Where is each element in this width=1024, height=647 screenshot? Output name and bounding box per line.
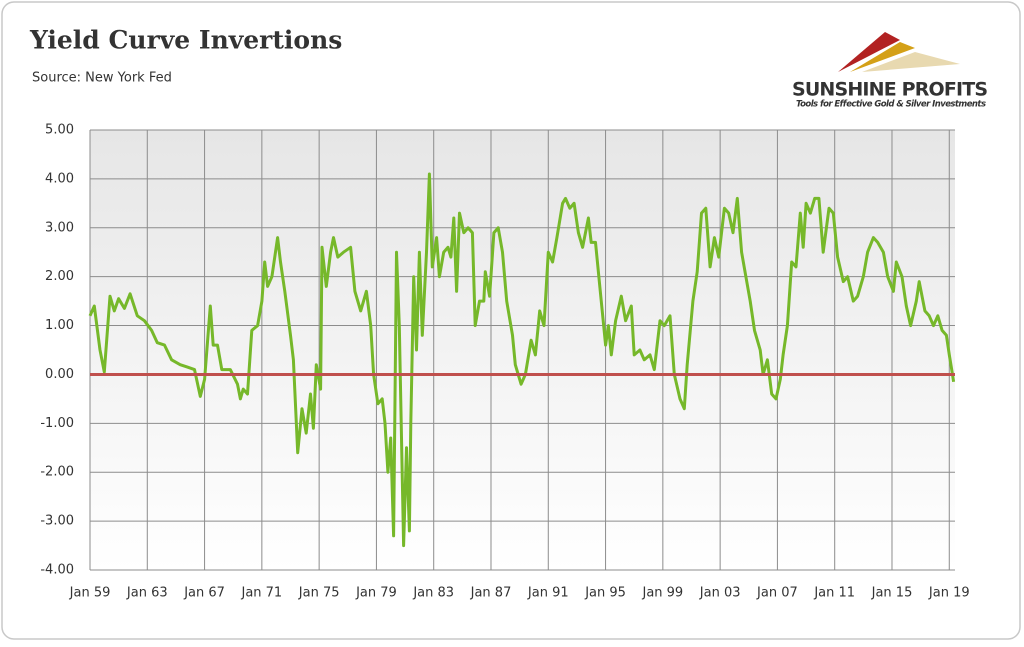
plot-area (90, 130, 955, 570)
y-tick-label: 3.00 (45, 220, 74, 235)
y-tick-label: 2.00 (45, 269, 74, 284)
logo-name: SUNSHINE PROFITS (792, 79, 988, 101)
x-tick-label: Jan 11 (813, 586, 855, 601)
y-tick-label: -2.00 (40, 465, 74, 480)
logo: SUNSHINE PROFITS Tools for Effective Gol… (792, 32, 988, 110)
y-tick-label: -4.00 (40, 563, 74, 578)
x-tick-label: Jan 99 (641, 586, 683, 601)
logo-mark (838, 32, 900, 72)
x-tick-label: Jan 75 (298, 586, 340, 601)
x-tick-label: Jan 71 (240, 586, 282, 601)
x-tick-label: Jan 87 (470, 586, 512, 601)
x-tick-label: Jan 95 (584, 586, 626, 601)
logo-tagline: Tools for Effective Gold & Silver Invest… (796, 100, 986, 110)
logo-mark (850, 42, 915, 72)
y-tick-label: 4.00 (45, 171, 74, 186)
x-tick-label: Jan 79 (355, 586, 397, 601)
line-series (88, 172, 956, 548)
y-tick-label: -3.00 (40, 514, 74, 529)
x-tick-label: Jan 59 (69, 586, 111, 601)
x-tick-label: Jan 63 (126, 586, 168, 601)
x-tick-label: Jan 91 (527, 586, 569, 601)
y-tick-label: -1.00 (40, 416, 74, 431)
y-tick-label: 1.00 (45, 318, 74, 333)
x-tick-label: Jan 83 (412, 586, 454, 601)
chart-subtitle: Source: New York Fed (32, 71, 172, 86)
chart-title: Yield Curve Invertions (29, 26, 342, 55)
x-tick-label: Jan 19 (928, 586, 970, 601)
y-tick-label: 5.00 (45, 123, 74, 138)
x-tick-label: Jan 15 (871, 586, 913, 601)
x-tick-label: Jan 07 (756, 586, 798, 601)
y-tick-label: 0.00 (45, 367, 74, 382)
x-tick-label: Jan 03 (699, 586, 741, 601)
logo-mark (862, 52, 960, 72)
x-tick-label: Jan 67 (183, 586, 225, 601)
